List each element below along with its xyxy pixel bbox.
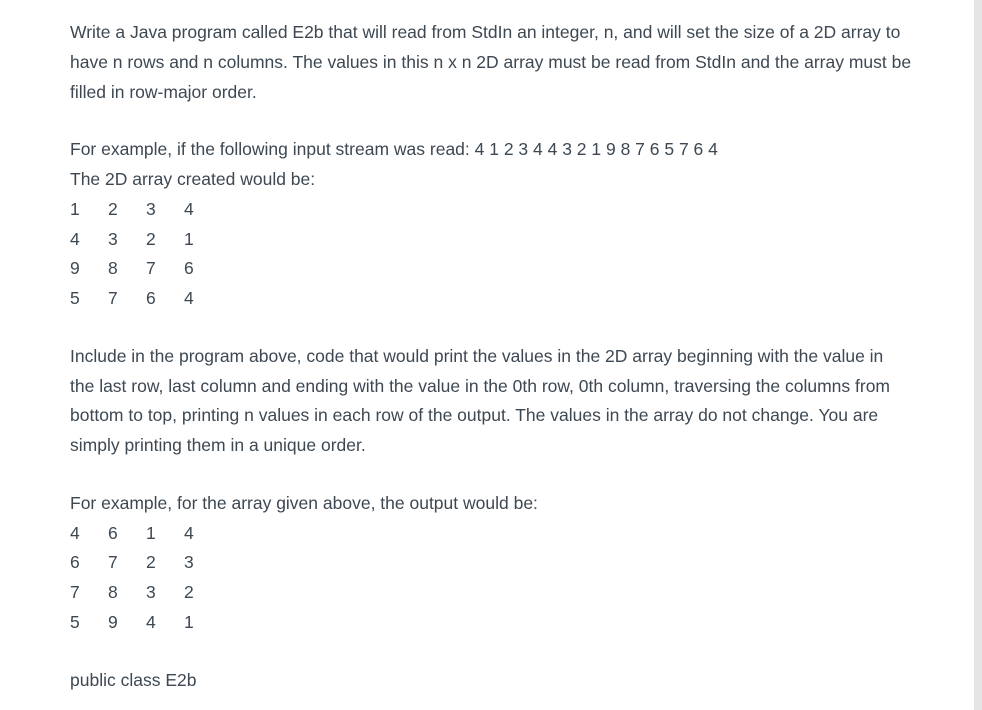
grid-row: 4614	[70, 519, 222, 549]
grid-row: 9876	[70, 254, 222, 284]
grid-cell: 3	[146, 578, 184, 608]
grid-cell: 8	[108, 578, 146, 608]
grid-cell: 3	[184, 548, 222, 578]
grid-cell: 3	[146, 195, 184, 225]
grid-cell: 4	[70, 225, 108, 255]
grid-cell: 2	[184, 578, 222, 608]
grid-row: 7832	[70, 578, 222, 608]
grid-row: 5941	[70, 608, 222, 638]
grid-cell: 2	[146, 548, 184, 578]
grid-cell: 1	[184, 225, 222, 255]
grid-row: 5764	[70, 284, 222, 314]
grid-cell: 7	[108, 548, 146, 578]
example-1-line2: The 2D array created would be:	[70, 165, 912, 195]
grid-cell: 9	[108, 608, 146, 638]
grid-cell: 5	[70, 608, 108, 638]
grid-cell: 5	[70, 284, 108, 314]
grid-cell: 6	[184, 254, 222, 284]
grid-cell: 7	[108, 284, 146, 314]
grid-cell: 9	[70, 254, 108, 284]
grid-cell: 4	[184, 195, 222, 225]
grid-cell: 4	[146, 608, 184, 638]
array-grid-2: 4614672378325941	[70, 519, 222, 638]
grid-cell: 6	[108, 519, 146, 549]
paragraph-intro: Write a Java program called E2b that wil…	[70, 18, 912, 107]
example-1-intro: For example, if the following input stre…	[70, 135, 912, 165]
grid-cell: 1	[70, 195, 108, 225]
grid-row: 4321	[70, 225, 222, 255]
grid-cell: 1	[184, 608, 222, 638]
example-2-intro: For example, for the array given above, …	[70, 489, 912, 519]
grid-row: 1234	[70, 195, 222, 225]
example-2-block: For example, for the array given above, …	[70, 489, 912, 638]
paragraph-task: Include in the program above, code that …	[70, 342, 912, 461]
array-grid-1: 1234432198765764	[70, 195, 222, 314]
example-1-block: For example, if the following input stre…	[70, 135, 912, 314]
code-snippet: public class E2b	[70, 666, 912, 696]
grid-cell: 2	[108, 195, 146, 225]
grid-cell: 4	[184, 284, 222, 314]
grid-cell: 2	[146, 225, 184, 255]
grid-cell: 3	[108, 225, 146, 255]
grid-cell: 7	[146, 254, 184, 284]
grid-cell: 4	[70, 519, 108, 549]
grid-row: 6723	[70, 548, 222, 578]
grid-cell: 6	[70, 548, 108, 578]
grid-cell: 1	[146, 519, 184, 549]
grid-cell: 7	[70, 578, 108, 608]
grid-cell: 6	[146, 284, 184, 314]
document-page: Write a Java program called E2b that wil…	[0, 0, 982, 710]
grid-cell: 8	[108, 254, 146, 284]
grid-cell: 4	[184, 519, 222, 549]
